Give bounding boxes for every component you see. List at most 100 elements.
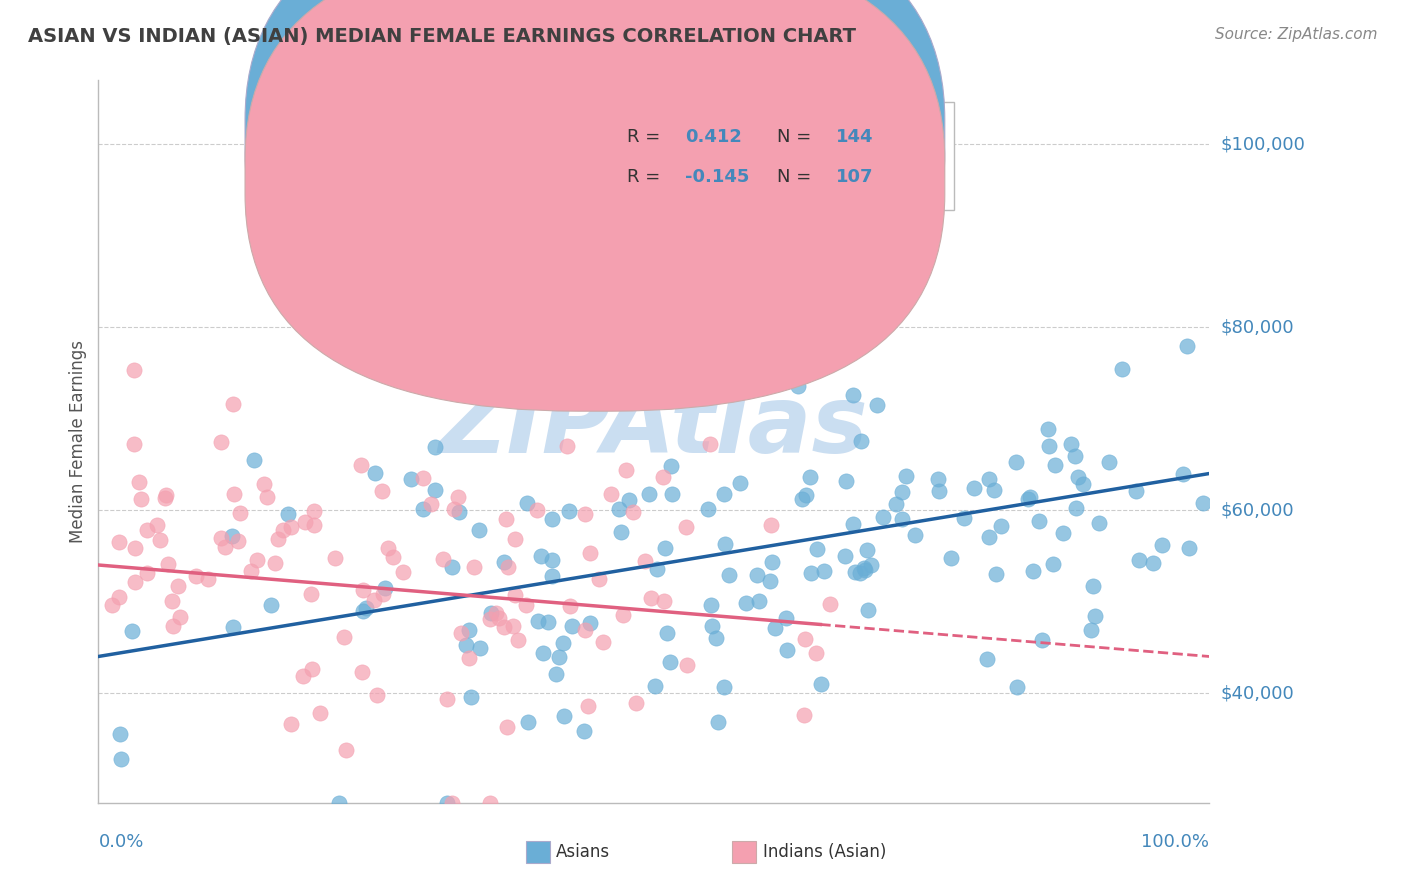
Point: [110, 752, 132, 766]
Text: Asians: Asians: [555, 843, 610, 861]
Point: [963, 482, 986, 496]
Point: [432, 551, 454, 566]
Point: [557, 504, 579, 518]
FancyBboxPatch shape: [245, 0, 945, 371]
Point: [263, 556, 285, 570]
Point: [485, 607, 508, 621]
Point: [558, 599, 581, 613]
Point: [496, 560, 519, 574]
Point: [810, 677, 832, 691]
Point: [377, 541, 399, 556]
Point: [209, 435, 232, 450]
Text: $100,000: $100,000: [1220, 136, 1305, 153]
Point: [541, 512, 564, 526]
Point: [350, 458, 373, 472]
Point: [904, 528, 927, 542]
Point: [124, 541, 146, 556]
Point: [647, 561, 669, 575]
Point: [676, 657, 699, 672]
Point: [124, 575, 146, 590]
Text: 100.0%: 100.0%: [1142, 833, 1209, 851]
Point: [939, 551, 962, 566]
Point: [849, 434, 872, 448]
FancyBboxPatch shape: [245, 0, 945, 411]
Point: [735, 596, 758, 610]
Point: [253, 477, 276, 491]
Point: [841, 388, 863, 402]
Point: [495, 720, 517, 734]
Point: [1083, 578, 1105, 592]
Point: [145, 518, 167, 533]
Point: [1022, 564, 1045, 578]
Point: [592, 634, 614, 648]
Point: [169, 610, 191, 624]
Point: [799, 470, 821, 484]
Point: [776, 642, 799, 657]
Point: [634, 554, 657, 568]
Point: [121, 624, 143, 638]
Point: [229, 506, 252, 520]
Point: [527, 614, 550, 628]
Point: [222, 487, 245, 501]
Point: [860, 558, 883, 572]
Point: [718, 568, 741, 582]
Point: [763, 621, 786, 635]
Point: [804, 646, 827, 660]
Point: [1060, 436, 1083, 450]
Point: [333, 630, 356, 644]
Point: [548, 649, 571, 664]
Point: [1125, 484, 1147, 499]
Point: [745, 568, 768, 582]
Point: [896, 469, 918, 483]
Point: [579, 615, 602, 630]
Y-axis label: Median Female Earnings: Median Female Earnings: [69, 340, 87, 543]
Point: [423, 440, 446, 454]
Point: [155, 488, 177, 502]
Point: [1098, 455, 1121, 469]
Point: [659, 655, 682, 669]
Point: [197, 572, 219, 586]
Point: [136, 566, 159, 580]
Point: [576, 699, 599, 714]
Point: [468, 523, 491, 537]
Bar: [526, 841, 551, 863]
Point: [458, 623, 481, 637]
Point: [273, 523, 295, 537]
Point: [463, 560, 485, 574]
Point: [304, 518, 326, 533]
Point: [848, 566, 870, 580]
Point: [325, 551, 347, 566]
Point: [979, 530, 1001, 544]
Point: [530, 549, 553, 563]
Point: [221, 528, 243, 542]
Point: [806, 541, 828, 556]
Point: [373, 587, 395, 601]
Point: [1084, 609, 1107, 624]
Point: [1038, 439, 1060, 453]
Point: [553, 709, 575, 723]
Point: [291, 669, 314, 683]
Point: [800, 566, 823, 580]
Text: N =: N =: [778, 168, 811, 186]
Point: [457, 650, 479, 665]
Point: [612, 607, 634, 622]
Point: [790, 492, 813, 507]
Point: [775, 610, 797, 624]
Point: [638, 487, 661, 501]
Point: [440, 560, 463, 574]
Point: [1019, 490, 1042, 504]
Point: [976, 651, 998, 665]
Point: [122, 363, 145, 377]
Point: [280, 717, 302, 731]
Point: [713, 681, 735, 695]
Text: Indians (Asian): Indians (Asian): [762, 843, 886, 861]
Point: [149, 533, 172, 547]
Point: [617, 493, 640, 508]
Point: [122, 437, 145, 451]
Point: [891, 512, 914, 526]
Point: [793, 708, 815, 723]
Point: [447, 505, 470, 519]
Point: [382, 549, 405, 564]
Point: [713, 486, 735, 500]
Text: -0.145: -0.145: [685, 168, 749, 186]
